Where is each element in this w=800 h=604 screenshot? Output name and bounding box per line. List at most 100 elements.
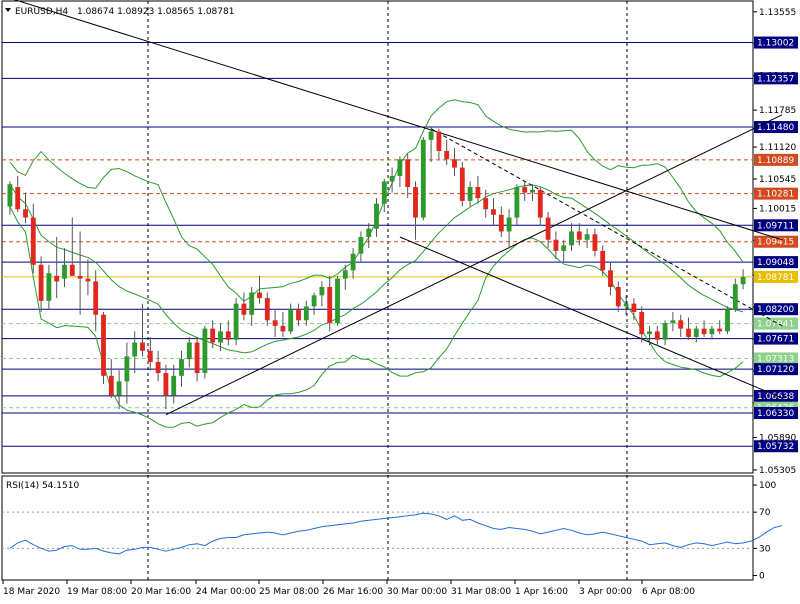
candle-body xyxy=(413,187,418,218)
level-badge-1 xyxy=(754,72,798,85)
candle-body xyxy=(171,375,177,396)
time-tick-label: 31 Mar 08:00 xyxy=(451,587,511,597)
candle-body xyxy=(194,342,200,374)
candle-body xyxy=(38,264,44,301)
candle-body xyxy=(475,187,481,199)
candle-body xyxy=(77,275,83,279)
candle-body xyxy=(452,159,457,168)
level-label-3: 1.10889 xyxy=(757,156,794,166)
candle-body xyxy=(506,217,512,232)
level-badge-7 xyxy=(754,256,798,269)
candle-body xyxy=(608,270,613,287)
candle-body xyxy=(686,328,691,337)
candle-body xyxy=(514,187,520,218)
candle-body xyxy=(15,187,21,210)
time-tick-label: 26 Mar 16:00 xyxy=(323,587,383,597)
time-tick-label: 6 Apr 08:00 xyxy=(642,587,695,597)
candle-body xyxy=(132,342,138,357)
trendline-2 xyxy=(399,236,783,399)
candle-body xyxy=(124,356,130,382)
level-label-10: 1.07941 xyxy=(757,320,794,330)
level-badge-5 xyxy=(754,219,798,232)
candle-body xyxy=(225,331,231,340)
candle-body xyxy=(241,303,247,315)
candle-body xyxy=(576,231,582,240)
chart-header: EURUSD,H4 1.08674 1.08923 1.08565 1.0878… xyxy=(5,7,234,17)
candle-body xyxy=(218,331,223,343)
time-tick-label: 1 Apr 16:00 xyxy=(515,587,568,597)
level-label-12: 1.07313 xyxy=(757,354,794,364)
candle-body xyxy=(647,331,652,335)
time-tick-label: 19 Mar 08:00 xyxy=(67,587,127,597)
candle-body xyxy=(303,306,309,321)
candle-body xyxy=(600,250,606,271)
candle-body xyxy=(545,217,551,240)
candle-body xyxy=(701,328,707,335)
candle-body xyxy=(537,189,543,218)
candle-body xyxy=(584,234,590,240)
candle-body xyxy=(491,209,496,215)
level-label-13: 1.07120 xyxy=(757,365,794,375)
candle-body xyxy=(631,303,637,312)
bollinger-lower-line xyxy=(9,206,744,428)
candle-body xyxy=(202,328,208,374)
level-badge-16 xyxy=(754,407,798,420)
candle-body xyxy=(85,278,91,282)
price-panel: 1.135551.129801.124051.117851.111201.105… xyxy=(1,0,798,580)
candle-body xyxy=(381,181,387,204)
candle-body xyxy=(155,361,161,374)
rsi-line xyxy=(9,512,783,555)
level-label-6: 1.09415 xyxy=(757,238,794,248)
candle-body xyxy=(210,328,216,343)
rsi-tick-label: 100 xyxy=(759,481,776,491)
candle-body xyxy=(342,270,348,279)
candle-body xyxy=(444,150,450,160)
candle-body xyxy=(108,375,114,396)
candle-body xyxy=(592,234,598,251)
candle-body xyxy=(569,231,574,246)
rsi-tick-label: 70 xyxy=(759,508,771,518)
dropdown-triangle-icon[interactable] xyxy=(5,8,11,12)
level-label-11: 1.07671 xyxy=(757,335,794,345)
level-badge-10 xyxy=(754,317,798,330)
level-label-14: 1.06638 xyxy=(757,392,794,402)
candle-body xyxy=(280,325,286,332)
level-badge-8 xyxy=(754,270,798,283)
candle-body xyxy=(459,167,465,201)
candle-body xyxy=(366,228,372,237)
price-tick-label: 1.05305 xyxy=(759,466,796,476)
candle-body xyxy=(358,237,364,254)
rsi-tick-label: 0 xyxy=(759,571,765,581)
level-badge-3 xyxy=(754,153,798,166)
price-tick-label: 1.11785 xyxy=(759,106,796,116)
trendline-0 xyxy=(13,0,783,241)
trendline-3 xyxy=(430,128,783,327)
candle-body xyxy=(311,295,317,307)
candle-body xyxy=(615,286,621,307)
level-badge-6 xyxy=(754,235,798,248)
candle-body xyxy=(101,314,106,376)
level-label-2: 1.11480 xyxy=(757,123,794,133)
candle-body xyxy=(483,198,489,210)
trendline-1 xyxy=(165,114,783,416)
level-label-4: 1.10281 xyxy=(757,190,794,200)
candle-body xyxy=(257,292,262,299)
time-tick-label: 30 Mar 00:00 xyxy=(387,587,447,597)
candle-body xyxy=(62,264,67,279)
ohlc-header: 1.08674 1.08923 1.08565 1.08781 xyxy=(77,7,234,17)
candle-body xyxy=(662,323,668,340)
price-tick-label: 1.05890 xyxy=(759,433,796,443)
candle-body xyxy=(740,276,746,285)
candle-body xyxy=(179,359,184,376)
price-tick-label: 1.10015 xyxy=(759,204,796,214)
level-label-16: 1.06330 xyxy=(757,409,794,419)
candle-body xyxy=(717,328,723,332)
price-plot-frame xyxy=(1,0,754,474)
candle-body xyxy=(296,309,301,321)
price-tick-label: 1.10545 xyxy=(759,175,796,185)
candle-body xyxy=(420,139,426,218)
price-tick-label: 1.13555 xyxy=(759,8,796,18)
candle-body xyxy=(350,253,356,271)
candle-body xyxy=(467,187,473,201)
